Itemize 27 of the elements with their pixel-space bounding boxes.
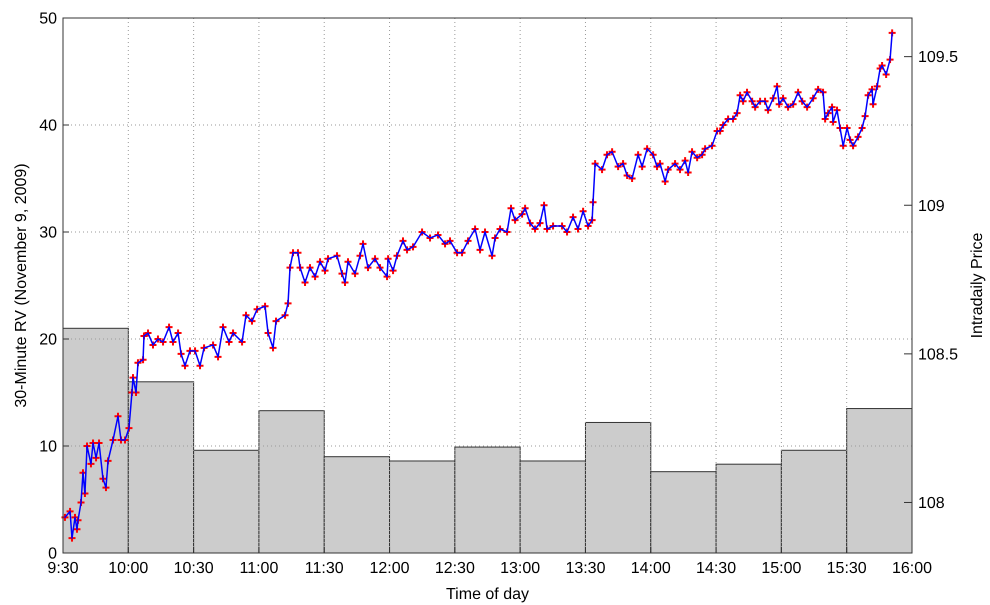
x-tick-label: 14:30 [696, 560, 736, 577]
x-tick-label: 15:30 [826, 560, 867, 577]
y-tick-label: 0 [48, 546, 58, 563]
y-tick-label: 40 [39, 118, 58, 135]
x-tick-label: 11:00 [239, 560, 278, 577]
x-tick-label: 13:30 [565, 560, 606, 577]
y2-tick-label: 108 [918, 495, 945, 512]
x-tick-label: 13:00 [500, 560, 540, 577]
y-tick-label: 50 [39, 10, 58, 28]
y-tick-label: 30 [39, 224, 58, 242]
x-tick-label: 12:00 [370, 560, 410, 577]
y2-tick-label: 108.5 [918, 346, 958, 364]
y-axis-title: 30-Minute RV (November 9, 2009) [13, 163, 30, 408]
x-tick-label: 10:00 [108, 560, 148, 577]
x-tick-label: 14:00 [630, 560, 671, 577]
x-axis-title: Time of day [446, 586, 529, 603]
x-tick-label: 12:30 [434, 560, 475, 577]
x-tick-label: 15:00 [761, 560, 802, 577]
x-tick-label: 11:30 [304, 560, 344, 577]
x-tick-label: 9:30 [47, 560, 79, 577]
y2-tick-label: 109.5 [918, 49, 958, 66]
y2-tick-label: 109 [918, 198, 945, 215]
x-tick-label: 16:00 [892, 560, 932, 577]
y-tick-label: 10 [39, 438, 58, 456]
x-tick-label: 10:30 [174, 560, 214, 577]
y2-axis-title: Intradaily Price [969, 232, 986, 338]
y-tick-label: 20 [39, 332, 58, 349]
